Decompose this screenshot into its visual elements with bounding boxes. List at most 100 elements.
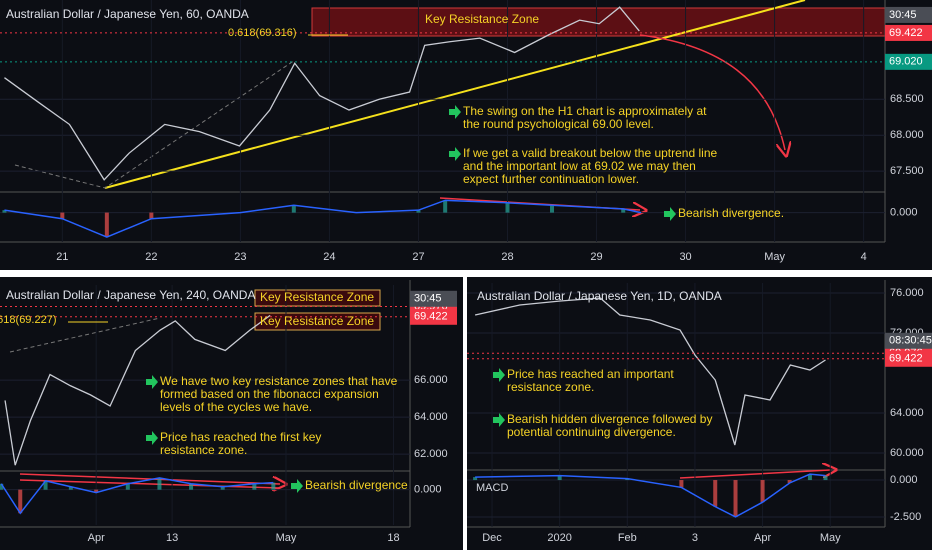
x-tick-label: 29 [590, 251, 602, 263]
annotation: expect further continuation lower. [463, 172, 639, 186]
price-tag-label: 69.422 [889, 27, 923, 39]
macd-bar [713, 480, 718, 507]
trend-line [104, 0, 806, 189]
x-tick-label: 18 [387, 532, 399, 544]
x-tick-label: 23 [234, 251, 246, 263]
macd-tick-label: 0.000 [414, 484, 442, 496]
annotation: Price has reached an important [507, 367, 674, 381]
macd-bar [291, 205, 296, 213]
y-tick-label: 64.000 [890, 407, 924, 419]
macd-line [0, 477, 274, 515]
y-tick-label: 76.000 [890, 287, 924, 299]
annotation: Price has reached the first key [160, 430, 321, 444]
x-tick-label: 30 [679, 251, 691, 263]
fib-label: 0.618(69.227) [0, 314, 57, 326]
macd-bar [760, 480, 765, 503]
macd-tick-label: -2.500 [890, 511, 921, 523]
y-tick-label: 64.000 [414, 411, 448, 423]
macd-bar [104, 212, 109, 238]
resistance-label: Key Resistance Zone [260, 314, 374, 328]
x-tick-label: 3 [692, 532, 698, 544]
x-tick-label: Apr [754, 532, 771, 544]
macd-bar [125, 483, 130, 490]
macd-bar [733, 480, 738, 517]
annotation: the round psychological 69.00 level. [463, 117, 654, 131]
price-line [4, 6, 640, 181]
annotation: levels of the cycles we have. [160, 400, 312, 414]
projection-arrow [639, 34, 785, 150]
bullet-arrow [146, 375, 158, 389]
macd-bar [220, 486, 225, 490]
chart-title: Australian Dollar / Japanese Yen, 1D, OA… [477, 289, 722, 303]
price-line [474, 297, 826, 446]
countdown-box [885, 332, 932, 349]
bullet-arrow [664, 207, 676, 221]
y-tick-label: 68.000 [890, 129, 924, 141]
countdown: 30:45 [414, 293, 442, 305]
bullet-arrow [493, 413, 505, 427]
x-tick-label: 21 [56, 251, 68, 263]
macd-bar [550, 205, 555, 213]
macd-tick-label: 0.000 [890, 207, 918, 219]
price-tag [885, 350, 932, 367]
macd-bar [443, 200, 448, 213]
bullet-arrow [449, 105, 461, 119]
macd-tick-label: 0.000 [890, 474, 918, 486]
macd-bar [679, 480, 684, 488]
macd-bar [0, 483, 4, 490]
macd-bar [2, 210, 7, 213]
macd-bar [252, 483, 257, 490]
y-tick-label: 66.000 [414, 374, 448, 386]
resistance-zone [311, 7, 886, 37]
macd-bar [18, 489, 23, 514]
countdown-box [885, 6, 932, 23]
macd-bar [557, 475, 562, 481]
x-tick-label: Dec [482, 532, 502, 544]
annotation: resistance zone. [507, 380, 594, 394]
macd-bar [271, 482, 276, 490]
bullet-arrow [449, 147, 461, 161]
macd-line [4, 199, 642, 238]
macd-bar [416, 210, 421, 213]
macd-bar [94, 489, 99, 493]
macd-bar [787, 480, 792, 483]
annotation: Bearish divergence. [678, 206, 784, 220]
countdown-box [410, 290, 457, 307]
annotation: If we get a valid breakout below the upt… [463, 146, 717, 160]
macd-bar [505, 202, 510, 213]
macd-bar [157, 477, 162, 490]
macd-bar [68, 486, 73, 490]
annotation: potential continuing divergence. [507, 425, 676, 439]
y-tick-label: 68.500 [890, 93, 924, 105]
macd-bar [189, 483, 194, 490]
resistance-label: Key Resistance Zone [425, 12, 539, 26]
resistance-label: Key Resistance Zone [260, 290, 374, 304]
swing-line [9, 317, 161, 353]
x-tick-label: 28 [501, 251, 513, 263]
annotation: and the important low at 69.02 we may th… [463, 159, 696, 173]
chart-title: Australian Dollar / Japanese Yen, 60, OA… [6, 7, 249, 21]
macd-label: MACD [476, 482, 508, 494]
price-tag [885, 24, 932, 41]
x-tick-label: 4 [861, 251, 867, 263]
macd-bar [60, 212, 65, 219]
chart-title: Australian Dollar / Japanese Yen, 240, O… [6, 288, 255, 302]
x-tick-label: 2020 [547, 532, 571, 544]
macd-bar [807, 474, 812, 481]
divergence-line [679, 470, 830, 479]
annotation: The swing on the H1 chart is approximate… [463, 104, 707, 118]
price-tag-label: 69.422 [414, 311, 448, 323]
price-line [4, 314, 271, 466]
x-tick-label: 24 [323, 251, 335, 263]
y-tick-label: 67.500 [890, 165, 924, 177]
x-tick-label: 27 [412, 251, 424, 263]
annotation: formed based on the fibonacci expansion [160, 387, 379, 401]
bullet-arrow [146, 431, 158, 445]
macd-bar [149, 212, 154, 219]
y-tick-label: 62.000 [414, 448, 448, 460]
annotation: We have two key resistance zones that ha… [160, 374, 398, 388]
divergence-line [19, 479, 281, 489]
annotation: Bearish hidden divergence followed by [507, 412, 712, 426]
